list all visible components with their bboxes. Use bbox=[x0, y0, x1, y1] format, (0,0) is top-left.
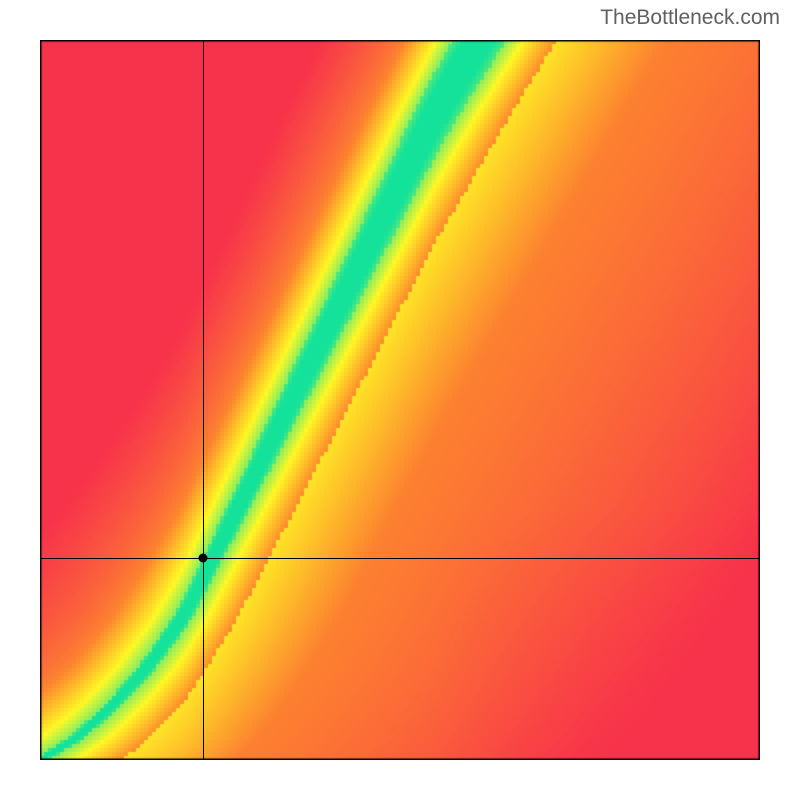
heatmap-canvas bbox=[40, 40, 760, 760]
marker-dot bbox=[199, 554, 208, 563]
crosshair-vertical bbox=[203, 40, 204, 760]
watermark-text: TheBottleneck.com bbox=[600, 6, 780, 30]
figure-container: TheBottleneck.com bbox=[0, 0, 800, 800]
plot-area bbox=[40, 40, 760, 760]
crosshair-horizontal bbox=[40, 558, 760, 559]
